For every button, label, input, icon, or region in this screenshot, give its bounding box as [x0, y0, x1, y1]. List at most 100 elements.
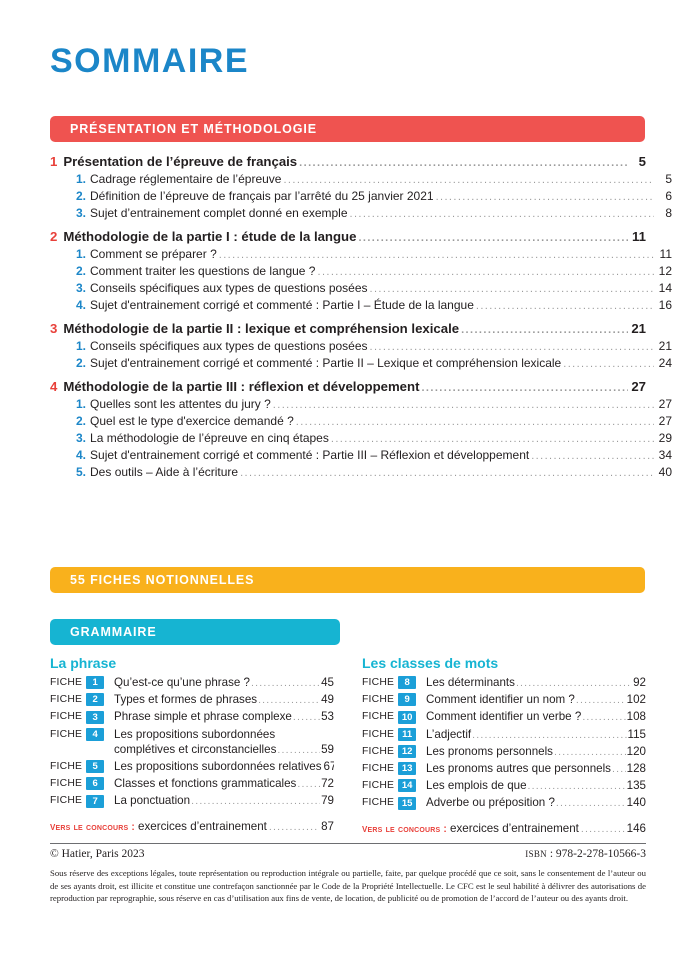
- fiche-row[interactable]: FICHE 13 Les pronoms autres que personnels…: [362, 761, 646, 777]
- section-banner-grammaire-label: GRAMMAIRE: [70, 625, 157, 639]
- toc-entry-number: 2.: [76, 264, 87, 278]
- toc-dot-leader: [317, 266, 654, 278]
- toc-entry[interactable]: 2. Définition de l’épreuve de français pa…: [76, 189, 672, 203]
- toc-entry-label: La méthodologie de l’épreuve en cinq éta…: [90, 431, 329, 445]
- fiche-page-number: 128: [626, 762, 646, 776]
- toc-dot-leader: [273, 399, 654, 411]
- toc-dot-leader: [461, 324, 628, 336]
- fiche-page-number: 140: [626, 796, 646, 810]
- fiche-word-label: FICHE: [50, 728, 83, 740]
- fiche-page-number: 102: [626, 693, 646, 707]
- fiche-page-number: 67: [323, 760, 334, 774]
- toc-entry[interactable]: 3. Sujet d’entrainement complet donné en …: [76, 206, 672, 220]
- toc-entry-label: Quel est le type d'exercice demandé ?: [90, 414, 294, 428]
- toc-dot-leader: [563, 358, 654, 370]
- fiche-dot-leader: [472, 728, 626, 743]
- toc-entry-number: 3.: [76, 281, 87, 295]
- toc-entry[interactable]: 1.Quelles sont les attentes du jury ? 27: [76, 397, 672, 411]
- toc-entry-label: Méthodologie de la partie III : réflexio…: [63, 379, 420, 394]
- fiche-word-label: FICHE: [50, 795, 83, 807]
- fiche-tag: FICHE 15: [362, 795, 426, 810]
- fiche-tag: FICHE 9: [362, 692, 426, 707]
- toc-entry-number: 3.: [76, 431, 87, 445]
- section-banner-methodologie: PRÉSENTATION ET MÉTHODOLOGIE: [50, 116, 645, 142]
- footer: © Hatier, Paris 2023 ISBN : 978-2-278-10…: [50, 848, 646, 905]
- vers-le-concours-text: exercices d’entrainement: [450, 821, 579, 835]
- fiche-number-badge: 15: [398, 796, 417, 810]
- fiche-row[interactable]: FICHE 6 Classes et fonctions grammaticales…: [50, 776, 334, 792]
- toc-entry-number: 2: [50, 229, 58, 244]
- fiche-body: Les propositions subordonnées relatives 6…: [114, 759, 334, 775]
- fiche-dot-leader: [251, 676, 320, 691]
- toc-entry[interactable]: 4. Sujet d'entrainement corrigé et commen…: [76, 448, 672, 462]
- toc-dot-leader: [358, 232, 628, 244]
- fiche-page-number: 45: [321, 676, 334, 689]
- toc-entry[interactable]: 1.Comment se préparer ? 11: [76, 247, 672, 261]
- toc-entry[interactable]: 4. Sujet d'entrainement corrigé et commen…: [76, 298, 672, 312]
- vers-le-concours-row[interactable]: Vers le concours : exercices d’entraineme…: [50, 819, 334, 833]
- toc-entry[interactable]: 2 Méthodologie de la partie I : étude de …: [50, 229, 646, 244]
- fiche-number-badge: 12: [398, 744, 417, 758]
- fiche-title: Adverbe ou préposition ?: [426, 796, 555, 810]
- vers-le-concours-dot-leader: [269, 821, 319, 833]
- fiche-title: La ponctuation: [114, 794, 191, 808]
- fiche-word-label: FICHE: [50, 694, 83, 706]
- fiche-body: Comment identifier un nom ? 102: [426, 692, 646, 708]
- toc-dot-leader: [370, 283, 654, 295]
- toc-entry-page: 27: [658, 397, 672, 411]
- toc-entry[interactable]: 3 Méthodologie de la partie II : lexique …: [50, 321, 646, 336]
- toc-entry[interactable]: 1. Conseils spécifiques aux types de ques…: [76, 339, 672, 353]
- fiche-body: Les pronoms personnels 120: [426, 744, 646, 760]
- toc-entry[interactable]: 2. Sujet d'entrainement corrigé et commen…: [76, 356, 672, 370]
- toc-entry[interactable]: 2.Quel est le type d'exercice demandé ? 2…: [76, 414, 672, 428]
- toc-entry[interactable]: 3. La méthodologie de l’épreuve en cinq é…: [76, 431, 672, 445]
- toc-entry-label: Présentation de l’épreuve de français: [63, 154, 298, 169]
- fiche-row[interactable]: FICHE 5 Les propositions subordonnées rela…: [50, 759, 334, 775]
- fiche-row[interactable]: FICHE 4 Les propositions subordonnées compl…: [50, 727, 334, 758]
- vers-le-concours-row[interactable]: Vers le concours : exercices d’entraineme…: [362, 821, 646, 835]
- fiche-body: Types et formes de phrases 49: [114, 692, 334, 708]
- fiche-page-number: 53: [321, 710, 334, 724]
- toc-entry[interactable]: 3. Conseils spécifiques aux types de ques…: [76, 281, 672, 295]
- fiche-number-badge: 13: [398, 762, 417, 776]
- fiche-tag: FICHE 2: [50, 692, 114, 707]
- fiche-page-number: 92: [633, 676, 646, 689]
- vers-le-concours-page: 87: [321, 819, 334, 833]
- fiche-number-badge: 10: [398, 710, 417, 724]
- fiche-dot-leader: [297, 777, 320, 792]
- fiche-dot-leader: [576, 693, 626, 708]
- section-banner-fiches: 55 FICHES NOTIONNELLES: [50, 567, 645, 593]
- fiche-title: Les déterminants: [426, 676, 515, 689]
- toc-entry-number: 4: [50, 379, 58, 394]
- fiche-page-number: 115: [627, 727, 646, 741]
- toc-entry-label: Méthodologie de la partie I : étude de l…: [63, 229, 357, 244]
- fiche-title: Comment identifier un nom ?: [426, 693, 575, 707]
- fiches-column-title: La phrase: [50, 655, 117, 671]
- toc-entry[interactable]: 2. Comment traiter les questions de langu…: [76, 264, 672, 278]
- toc-entry[interactable]: 1 Présentation de l’épreuve de français 5: [50, 154, 646, 169]
- toc-entry[interactable]: 5.Des outils – Aide à l’écriture 40: [76, 465, 672, 479]
- toc-entry-label: Sujet d'entrainement corrigé et commenté…: [90, 448, 530, 462]
- vers-le-concours-text: exercices d’entrainement: [138, 819, 267, 833]
- toc-entry[interactable]: 1.Cadrage réglementaire de l’épreuve 5: [76, 172, 672, 186]
- toc-entry-page: 27: [631, 379, 646, 394]
- fiche-tag: FICHE 10: [362, 709, 426, 724]
- fiche-number-badge: 1: [86, 676, 105, 690]
- toc-entry-page: 21: [631, 321, 646, 336]
- toc-entry-label: Conseils spécifiques aux types de questi…: [90, 339, 368, 353]
- toc-entry-page: 29: [658, 431, 672, 445]
- toc-entry[interactable]: 4 Méthodologie de la partie III : réflexi…: [50, 379, 646, 394]
- toc-entry-label: Comment se préparer ?: [90, 247, 217, 261]
- fiche-dot-leader: [516, 676, 632, 691]
